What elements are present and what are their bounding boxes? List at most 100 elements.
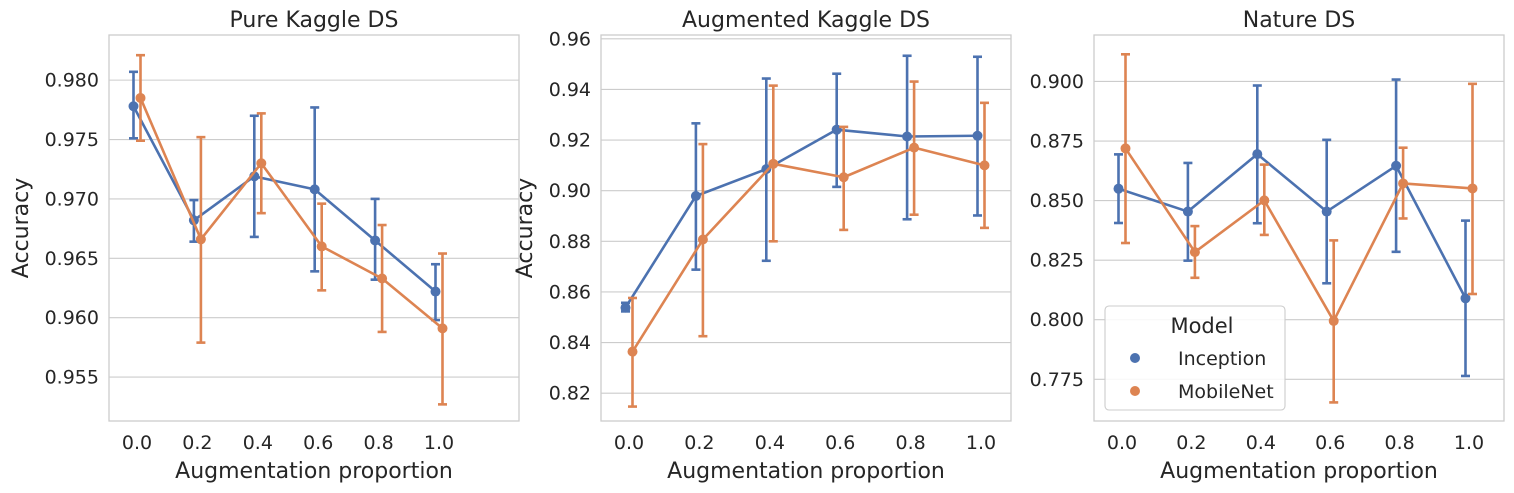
data-point (1120, 143, 1131, 154)
data-point (1259, 195, 1270, 206)
data-point (697, 234, 708, 245)
data-point (909, 142, 920, 153)
data-point (627, 346, 638, 357)
series-line (631, 146, 985, 353)
data-point (370, 235, 381, 246)
y-tick-label: 0.825 (1030, 250, 1084, 272)
legend: Model Inception MobileNet (1104, 305, 1286, 411)
y-tick-label: 0.875 (1030, 131, 1084, 153)
data-point (1398, 178, 1409, 189)
x-tick-label: 0.4 (1246, 432, 1276, 454)
data-point (690, 190, 701, 201)
legend-title: Model (1170, 314, 1233, 338)
x-tick-label: 1.0 (966, 432, 996, 454)
y-tick-label: 0.850 (1030, 190, 1084, 212)
y-tick-label: 0.970 (45, 188, 99, 210)
data-point (1328, 315, 1339, 326)
y-tick-label: 0.980 (45, 70, 99, 92)
chart-title: Nature DS (1243, 8, 1356, 33)
x-tick-label: 0.6 (1315, 432, 1345, 454)
y-tick-label: 0.94 (549, 79, 591, 101)
data-point (620, 302, 631, 313)
data-point (195, 234, 206, 245)
y-tick-label: 0.800 (1030, 309, 1084, 331)
x-axis-label: Augmentation proportion (175, 459, 453, 484)
y-tick-label: 0.84 (549, 332, 591, 354)
x-tick-label: 0.2 (1176, 432, 1206, 454)
x-tick-label: 0.8 (1384, 432, 1414, 454)
chart-title: Augmented Kaggle DS (682, 8, 930, 33)
series-mobilenet (627, 80, 990, 408)
series-inception (1113, 78, 1471, 378)
series-inception (620, 54, 983, 313)
y-axis-label: Accuracy (513, 178, 538, 278)
x-tick-label: 1.0 (424, 432, 454, 454)
x-tick-label: 1.0 (1454, 432, 1484, 454)
x-tick-label: 0.8 (363, 432, 393, 454)
y-tick-label: 0.92 (549, 130, 591, 152)
chart-title: Pure Kaggle DS (230, 8, 399, 33)
series-mobilenet (1120, 52, 1478, 404)
data-point (1391, 160, 1402, 171)
data-point (135, 92, 146, 103)
data-point (761, 164, 772, 175)
data-point (838, 172, 849, 183)
x-tick-label: 0.8 (895, 432, 925, 454)
y-axis-label: Accuracy (9, 178, 34, 278)
data-point (768, 158, 779, 169)
plot-frame (1093, 34, 1505, 422)
legend-label: MobileNet (1178, 381, 1274, 403)
x-tick-label: 0.6 (825, 432, 855, 454)
x-tick-label: 0.2 (182, 432, 212, 454)
legend-label: Inception (1178, 348, 1266, 370)
data-point (1460, 293, 1471, 304)
y-tick-label: 0.82 (549, 383, 591, 405)
data-point (256, 158, 267, 169)
data-point (1113, 183, 1124, 194)
data-point (128, 101, 139, 112)
chart-panel-1: 0.955 0.960 0.965 0.970 0.975 0.980 0.0 0.2 0.4 0… (9, 8, 520, 484)
y-tick-label: 0.955 (45, 367, 99, 389)
data-point (1321, 206, 1332, 217)
data-point (1189, 247, 1200, 258)
y-tick-label: 0.88 (549, 231, 591, 253)
legend-marker (1130, 353, 1140, 363)
x-tick-label: 0.4 (755, 432, 785, 454)
y-tick-label: 0.86 (549, 281, 591, 303)
data-point (972, 130, 983, 141)
y-tick-label: 0.975 (45, 129, 99, 151)
plot-frame (600, 34, 1012, 422)
x-tick-label: 0.0 (122, 432, 152, 454)
data-point (1467, 183, 1478, 194)
x-tick-label: 0.0 (614, 432, 644, 454)
data-point (902, 131, 913, 142)
y-tick-label: 0.775 (1030, 369, 1084, 391)
series-line (139, 97, 444, 330)
series-line (1118, 152, 1467, 299)
data-point (1252, 149, 1263, 160)
y-tick-label: 0.960 (45, 307, 99, 329)
chart-panel-2: 0.82 0.84 0.86 0.88 0.90 0.92 0.94 0.96 0.0 0.2 0.… (513, 8, 1012, 484)
legend-box (1104, 305, 1286, 411)
data-point (1182, 206, 1193, 217)
x-tick-label: 0.6 (303, 432, 333, 454)
y-tick-label: 0.96 (549, 28, 591, 50)
series-line (1124, 147, 1473, 323)
x-tick-label: 0.4 (243, 432, 273, 454)
data-point (979, 160, 990, 171)
x-axis-label: Augmentation proportion (1160, 459, 1438, 484)
series-line (624, 128, 978, 309)
y-tick-label: 0.90 (549, 180, 591, 202)
chart-panel-3: 0.775 0.800 0.825 0.850 0.875 0.900 0.0 0.2 0.4 0… (1030, 8, 1505, 484)
legend-marker (1130, 386, 1140, 396)
x-axis-label: Augmentation proportion (667, 459, 945, 484)
plot-frame (108, 34, 520, 422)
y-tick-label: 0.965 (45, 248, 99, 270)
x-tick-label: 0.2 (684, 432, 714, 454)
data-point (437, 323, 448, 334)
series-mobilenet (135, 53, 448, 406)
x-tick-label: 0.0 (1107, 432, 1137, 454)
data-point (430, 286, 441, 297)
y-tick-label: 0.900 (1030, 71, 1084, 93)
